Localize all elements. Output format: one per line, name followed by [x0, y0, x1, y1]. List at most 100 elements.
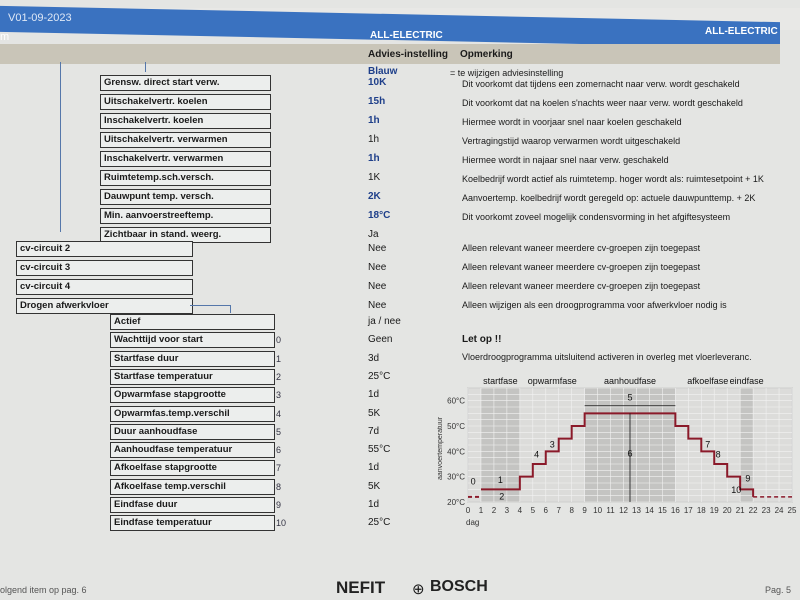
note-title: Let op !!: [462, 334, 502, 345]
setting-remark: Dit voorkomt dat tijdens een zomernacht …: [462, 79, 740, 89]
y-tick: 20°C: [447, 498, 465, 507]
temperature-curve: [480, 412, 755, 497]
drying-value: 5K: [368, 480, 381, 492]
drying-number: 10: [276, 518, 287, 529]
x-tick: 20: [723, 506, 732, 515]
setting-label: Min. aanvoerstreeftemp.: [100, 208, 271, 224]
drying-value: 5K: [368, 407, 381, 419]
x-tick: 2: [492, 506, 497, 515]
setting-label: Uitschakelvertr. koelen: [100, 94, 271, 110]
marker-label: 0: [471, 476, 476, 486]
col-remark: Opmerking: [460, 49, 513, 60]
footer-note: olgend item op pag. 6: [0, 585, 87, 595]
col-setting: Advies-instelling: [368, 49, 449, 60]
bosch-logo: BOSCH: [430, 578, 488, 595]
setting-remark: Dit voorkomt zoveel mogelijk condensvorm…: [462, 212, 731, 222]
page-number: Pag. 5: [765, 585, 792, 595]
drying-value: ja / nee: [368, 316, 401, 327]
drying-number: 7: [276, 463, 282, 474]
drying-number: 9: [276, 500, 282, 510]
setting-label: Uitschakelvertr. verwarmen: [100, 132, 271, 148]
x-tick: 4: [518, 506, 523, 515]
x-tick: 23: [762, 506, 771, 515]
nefit-logo: NEFIT: [336, 578, 386, 597]
marker-label: 3: [550, 440, 555, 450]
drying-label: Duur aanhoudfase: [110, 423, 275, 440]
marker-label: 2: [499, 491, 504, 501]
drying-number: 2: [276, 371, 282, 382]
setting-label: Dauwpunt temp. versch.: [100, 189, 271, 205]
legend-text: = te wijzigen adviesinstelling: [450, 68, 564, 78]
drying-value: 1d: [368, 389, 380, 401]
y-label: aanvoertemperatuur: [437, 416, 444, 480]
phase-label: startfase: [483, 376, 518, 386]
x-tick: 22: [749, 506, 758, 515]
x-label: dag: [466, 518, 479, 527]
drying-value: Geen: [368, 334, 393, 346]
tree-line: [230, 305, 231, 313]
setting-value: 1h: [368, 153, 380, 164]
x-tick: 16: [671, 506, 680, 515]
setting-label: Inschakelvertr. koelen: [100, 113, 271, 129]
setting-value: Ja: [368, 229, 379, 240]
tree-line: [60, 62, 61, 232]
setting-remark: Hiermee wordt in najaar snel naar verw. …: [462, 155, 669, 165]
phase-label: afkoelfase: [687, 376, 728, 386]
drying-label: Opwarmfas.temp.verschil: [110, 405, 275, 422]
x-tick: 24: [775, 506, 784, 515]
drying-label: Startfase temperatuur: [110, 368, 275, 385]
circuit-label: cv-circuit 4: [16, 279, 193, 295]
drying-label: Opwarmfase stapgrootte: [110, 387, 275, 404]
tree-line: [145, 62, 146, 72]
drying-value: 7d: [368, 425, 380, 437]
x-tick: 17: [684, 506, 693, 515]
drying-value: 3d: [368, 352, 380, 364]
x-tick: 7: [556, 506, 561, 515]
drying-label: Aanhoudfase temperatuur: [110, 442, 275, 459]
x-tick: 18: [697, 506, 706, 515]
x-tick: 0: [466, 506, 471, 515]
setting-remark: Vertragingstijd waarop verwarmen wordt u…: [462, 136, 681, 146]
x-tick: 13: [632, 506, 641, 515]
setting-remark: Hiermee wordt in voorjaar snel naar koel…: [462, 117, 682, 127]
x-tick: 1: [479, 506, 484, 515]
drying-label: Wachttijd voor start: [110, 332, 275, 349]
circuit-remark: Alleen wijzigen als een droogprogramma v…: [462, 300, 727, 310]
phase-label: aanhoudfase: [604, 376, 656, 386]
y-tick: 50°C: [447, 422, 465, 431]
drying-number: 1: [276, 353, 282, 364]
x-tick: 6: [544, 506, 549, 515]
drying-label: Eindfase duur: [110, 497, 275, 513]
y-tick: 40°C: [447, 447, 465, 456]
circuit-remark: Alleen relevant waneer meerdere cv-groep…: [462, 262, 701, 272]
drying-label: Afkoelfase stapgrootte: [110, 460, 275, 477]
bosch-icon: ⊕: [412, 581, 425, 598]
x-tick: 10: [593, 506, 602, 515]
setting-value: 2K: [368, 191, 381, 202]
setting-value: 15h: [368, 96, 386, 107]
setting-value: 10K: [368, 77, 387, 88]
drying-number: 4: [276, 408, 282, 419]
drying-label: Eindfase temperatuur: [110, 515, 275, 532]
circuit-value: Nee: [368, 281, 387, 292]
marker-label: 5: [627, 393, 632, 403]
drying-chart: startfase opwarmfase aanhoudfase afkoelfase…: [437, 376, 797, 527]
setting-remark: Koelbedrijf wordt actief als ruimtetemp.…: [462, 174, 764, 184]
marker-label: 1: [498, 475, 503, 485]
drying-label: Actief: [110, 314, 275, 330]
circuit-remark: Alleen relevant waneer meerdere cv-groep…: [462, 281, 701, 291]
marker-label: 4: [534, 450, 539, 460]
drying-value: 1d: [368, 499, 380, 510]
x-tick: 5: [531, 506, 536, 515]
circuit-remark: Alleen relevant waneer meerdere cv-groep…: [462, 243, 701, 253]
y-tick: 30°C: [447, 473, 465, 482]
drying-value: 25°C: [368, 517, 391, 529]
x-tick: 8: [569, 506, 574, 515]
setting-label: Grensw. direct start verw.: [100, 75, 271, 91]
drying-label: Startfase duur: [110, 350, 275, 367]
tree-line: [190, 305, 230, 306]
marker-label: 8: [716, 450, 721, 460]
x-tick: 19: [710, 506, 719, 515]
x-tick: 3: [505, 506, 510, 515]
circuit-label: cv-circuit 3: [16, 260, 193, 276]
